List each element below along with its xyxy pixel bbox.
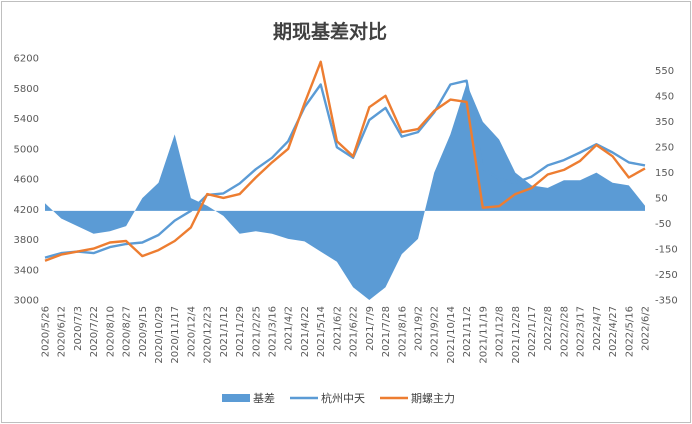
x-tick-label: 2020/11/17 bbox=[170, 306, 181, 364]
right-tick-label: -350 bbox=[655, 296, 678, 307]
x-tick-label: 2021/12/28 bbox=[511, 306, 522, 364]
x-tick-label: 2021/5/14 bbox=[316, 306, 327, 357]
x-tick-label: 2020/7/3 bbox=[73, 306, 84, 351]
x-tick-label: 2022/2/28 bbox=[559, 306, 570, 357]
x-tick-label: 2022/2/8 bbox=[543, 306, 554, 351]
x-tick-label: 2021/9/22 bbox=[430, 306, 441, 357]
x-tick-label: 2022/6/2 bbox=[641, 306, 652, 351]
legend: 基差 杭州中天 期螺主力 bbox=[222, 391, 455, 405]
left-tick-label: 3400 bbox=[14, 265, 39, 276]
x-tick-label: 2022/1/17 bbox=[527, 306, 538, 357]
x-tick-label: 2021/3/16 bbox=[268, 306, 279, 357]
x-tick-label: 2022/5/16 bbox=[624, 306, 635, 357]
legend-hangzhou: 杭州中天 bbox=[290, 391, 365, 405]
left-tick-label: 6200 bbox=[14, 54, 39, 65]
x-tick-label: 2021/1/12 bbox=[219, 306, 230, 357]
series-basis-area bbox=[45, 83, 645, 300]
left-tick-label: 5000 bbox=[14, 144, 39, 155]
right-tick-label: -250 bbox=[655, 270, 678, 281]
series-futures-line bbox=[44, 60, 646, 262]
x-tick-label: 2020/5/26 bbox=[41, 306, 52, 357]
plot-area bbox=[44, 60, 646, 300]
x-tick-label: 2021/6/22 bbox=[349, 306, 360, 357]
right-tick-label: 250 bbox=[655, 143, 674, 154]
x-tick-label: 2021/11/19 bbox=[478, 306, 489, 364]
right-tick-label: 350 bbox=[655, 117, 674, 128]
right-tick-label: -150 bbox=[655, 245, 678, 256]
left-tick-label: 3800 bbox=[14, 235, 39, 246]
x-tick-label: 2020/9/15 bbox=[138, 306, 149, 357]
right-tick-label: 450 bbox=[655, 92, 674, 103]
x-axis: 2020/5/26 2020/6/12 2020/7/3 2020/7/22 2020/… bbox=[41, 306, 652, 364]
x-tick-label: 2020/12/23 bbox=[203, 306, 214, 364]
x-tick-label: 2021/9/2 bbox=[413, 306, 424, 351]
left-axis: 3000 3400 3800 4200 4600 5000 5400 5800 6200 bbox=[14, 54, 39, 307]
x-tick-label: 2021/1/29 bbox=[235, 306, 246, 357]
x-tick-label: 2021/4/2 bbox=[284, 306, 295, 351]
legend-swatch bbox=[222, 394, 250, 402]
x-tick-label: 2022/4/7 bbox=[592, 306, 603, 351]
x-tick-label: 2021/7/28 bbox=[381, 306, 392, 357]
legend-basis: 基差 bbox=[222, 391, 275, 405]
x-tick-label: 2021/6/2 bbox=[332, 306, 343, 351]
right-tick-label: 50 bbox=[655, 194, 668, 205]
chart-title: 期现基差对比 bbox=[273, 20, 387, 43]
x-tick-label: 2022/3/17 bbox=[576, 306, 587, 357]
x-tick-label: 2021/4/22 bbox=[300, 306, 311, 357]
series-hangzhou-line bbox=[44, 79, 646, 259]
left-tick-label: 5400 bbox=[14, 114, 39, 125]
x-tick-label: 2022/4/27 bbox=[608, 306, 619, 357]
left-tick-label: 5800 bbox=[14, 84, 39, 95]
left-tick-label: 4600 bbox=[14, 175, 39, 186]
legend-label: 期螺主力 bbox=[411, 392, 455, 405]
x-tick-label: 2020/7/22 bbox=[89, 306, 100, 357]
x-tick-label: 2021/8/16 bbox=[397, 306, 408, 357]
x-tick-label: 2020/12/4 bbox=[186, 306, 197, 357]
x-tick-label: 2020/6/12 bbox=[57, 306, 68, 357]
legend-futures: 期螺主力 bbox=[380, 392, 455, 405]
right-tick-label: -50 bbox=[655, 219, 671, 230]
x-tick-label: 2020/10/29 bbox=[154, 306, 165, 364]
x-tick-label: 2021/2/25 bbox=[251, 306, 262, 357]
x-tick-label: 2021/12/8 bbox=[495, 306, 506, 357]
left-tick-label: 3000 bbox=[14, 296, 39, 307]
x-tick-label: 2021/11/2 bbox=[462, 306, 473, 357]
legend-label: 杭州中天 bbox=[321, 391, 365, 405]
x-tick-label: 2020/8/27 bbox=[122, 306, 133, 357]
legend-label: 基差 bbox=[253, 391, 275, 405]
right-tick-label: 550 bbox=[655, 66, 674, 77]
x-tick-label: 2021/7/9 bbox=[365, 306, 376, 351]
right-axis: -350 -250 -150 -50 50 150 250 350 450 550 bbox=[655, 66, 678, 306]
left-tick-label: 4200 bbox=[14, 205, 39, 216]
x-tick-label: 2020/8/10 bbox=[105, 306, 116, 357]
right-tick-label: 150 bbox=[655, 168, 674, 179]
x-tick-label: 2021/10/14 bbox=[446, 306, 457, 364]
